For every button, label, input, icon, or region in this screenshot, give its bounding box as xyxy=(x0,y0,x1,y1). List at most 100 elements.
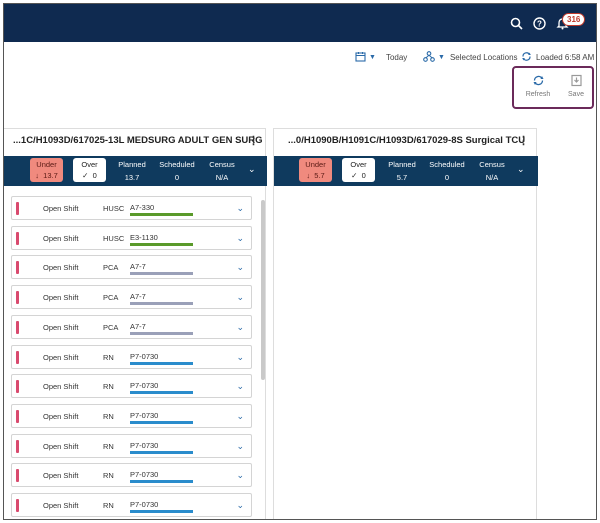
refresh-icon xyxy=(532,75,545,89)
shift-status-marker xyxy=(16,409,19,423)
save-label: Save xyxy=(568,91,584,98)
over-value: 0 xyxy=(361,171,366,180)
shift-status-marker xyxy=(16,202,19,215)
chevron-down-icon[interactable]: ⌄ xyxy=(236,292,244,303)
chevron-down-icon[interactable]: ⌄ xyxy=(236,440,244,451)
notification-count-badge: 316 xyxy=(562,13,586,26)
svg-text:?: ? xyxy=(537,19,542,28)
shift-role: RN xyxy=(103,411,114,421)
chevron-down-icon[interactable]: ⌄ xyxy=(236,321,244,332)
planned-value: 13.7 xyxy=(124,173,140,182)
location-selector[interactable]: ▼ Selected Locations xyxy=(423,48,518,66)
under-label: Under xyxy=(305,160,326,169)
save-button[interactable]: Save xyxy=(559,74,593,98)
planned-label: Planned xyxy=(118,160,146,169)
over-indicator[interactable]: Over ✓ 0 xyxy=(73,158,106,182)
shift-type: Open Shift xyxy=(43,352,79,362)
shift-row[interactable]: Open Shift RN P7-0730 ⌄ xyxy=(11,403,252,428)
refresh-button[interactable]: Refresh xyxy=(521,74,555,98)
chevron-down-icon[interactable]: ⌄ xyxy=(236,262,244,273)
census-label: Census xyxy=(479,160,505,169)
shift-type: Open Shift xyxy=(43,441,79,451)
planned-value: 5.7 xyxy=(396,173,408,182)
top-nav-bar: ? 316 xyxy=(4,4,596,42)
search-icon[interactable] xyxy=(507,14,525,32)
shift-row[interactable]: Open Shift RN P7-0730 ⌄ xyxy=(11,374,252,399)
arrow-down-icon: ↓ xyxy=(306,171,311,180)
shift-type: Open Shift xyxy=(43,382,79,392)
more-options-icon[interactable]: ⋮ xyxy=(518,135,529,147)
shift-code-underline xyxy=(130,391,193,395)
scheduled-stat: Scheduled 0 xyxy=(426,160,468,182)
census-value: N/A xyxy=(485,173,499,182)
shift-code: A7-7 xyxy=(130,292,146,302)
shift-code-underline xyxy=(130,213,193,216)
shift-role: RN xyxy=(103,352,114,362)
shift-row[interactable]: Open Shift PCA A7-7 ⌄ xyxy=(11,285,252,310)
shift-code: P7-0730 xyxy=(130,440,159,450)
checkmark-icon: ✓ xyxy=(351,171,358,180)
shift-code: P7-0730 xyxy=(130,470,159,480)
chevron-down-icon[interactable]: ⌄ xyxy=(236,203,244,213)
loaded-status[interactable]: Loaded 6:58 AM xyxy=(521,48,594,66)
census-stat: Census N/A xyxy=(201,160,243,182)
shift-row[interactable]: Open Shift RN P7-0730 ⌄ xyxy=(11,463,252,488)
shift-status-marker xyxy=(16,469,19,483)
shift-row[interactable]: Open Shift HUSC E3-1130 ⌄ xyxy=(11,225,252,250)
shift-code: E3-1130 xyxy=(130,232,158,242)
shift-type: Open Shift xyxy=(43,411,79,421)
panel-title: ...0/H1090B/H1091C/H1093D/617029-8S Surg… xyxy=(288,135,526,146)
under-indicator[interactable]: Under ↓ 5.7 xyxy=(299,158,332,182)
calendar-icon xyxy=(355,51,366,64)
chevron-down-icon[interactable]: ⌄ xyxy=(236,351,244,362)
shift-code: P7-0730 xyxy=(130,351,159,361)
chevron-down-icon[interactable]: ⌄ xyxy=(236,232,244,243)
chevron-down-icon[interactable]: ⌄ xyxy=(236,410,244,421)
shift-row[interactable]: Open Shift RN P7-0730 ⌄ xyxy=(11,344,252,369)
under-label: Under xyxy=(36,160,57,169)
shift-code: A7-7 xyxy=(130,321,146,331)
shift-role: PCA xyxy=(103,293,119,303)
under-value: 13.7 xyxy=(43,171,58,180)
shift-type: Open Shift xyxy=(43,263,79,273)
shift-type: Open Shift xyxy=(43,293,79,303)
refresh-label: Refresh xyxy=(525,91,551,98)
shift-code-underline xyxy=(130,242,193,246)
shift-code: P7-0730 xyxy=(130,381,159,391)
shift-code-underline xyxy=(130,361,193,365)
shift-code-underline xyxy=(130,510,193,513)
shift-code-underline xyxy=(130,420,193,424)
under-indicator[interactable]: Under ↓ 13.7 xyxy=(30,158,63,182)
help-icon[interactable]: ? xyxy=(530,14,548,32)
hierarchy-icon xyxy=(423,50,435,64)
planned-stat: Planned 5.7 xyxy=(381,160,423,182)
checkmark-icon: ✓ xyxy=(82,171,89,180)
shift-role: HUSC xyxy=(103,233,125,243)
chevron-down-icon[interactable]: ⌄ xyxy=(236,381,244,392)
over-value: 0 xyxy=(92,171,97,180)
shift-row[interactable]: Open Shift RN P7-0730 ⌄ xyxy=(11,433,252,458)
scrollbar[interactable] xyxy=(261,200,265,380)
chevron-down-icon[interactable]: ⌄ xyxy=(236,470,244,481)
more-options-icon[interactable]: ⋮ xyxy=(248,135,259,147)
date-selector[interactable]: ▼ Today xyxy=(355,48,407,66)
census-label: Census xyxy=(209,160,235,169)
shift-status-marker xyxy=(16,439,19,453)
shift-role: RN xyxy=(103,501,114,510)
chevron-down-icon[interactable]: ⌄ xyxy=(236,500,244,510)
shift-status-marker xyxy=(16,350,19,364)
shift-row[interactable]: Open Shift HUSC A7-330 ⌄ xyxy=(11,196,252,220)
shift-row[interactable]: Open Shift RN P7-0730 ⌄ xyxy=(11,493,252,517)
scheduled-value: 0 xyxy=(174,173,180,182)
over-indicator[interactable]: Over ✓ 0 xyxy=(342,158,375,182)
scheduled-stat: Scheduled 0 xyxy=(156,160,198,182)
chevron-down-icon[interactable]: ⌄ xyxy=(517,164,525,174)
shift-status-marker xyxy=(16,291,19,305)
shift-row[interactable]: Open Shift PCA A7-7 ⌄ xyxy=(11,255,252,280)
shift-row[interactable]: Open Shift PCA A7-7 ⌄ xyxy=(11,314,252,339)
census-value: N/A xyxy=(215,173,229,182)
staffing-summary-bar: Under ↓ 13.7 Over ✓ 0 Planned 13.7 Sched… xyxy=(4,156,267,186)
chevron-down-icon[interactable]: ⌄ xyxy=(248,164,256,174)
shift-code-underline xyxy=(130,272,193,276)
loaded-label: Loaded 6:58 AM xyxy=(536,52,595,62)
